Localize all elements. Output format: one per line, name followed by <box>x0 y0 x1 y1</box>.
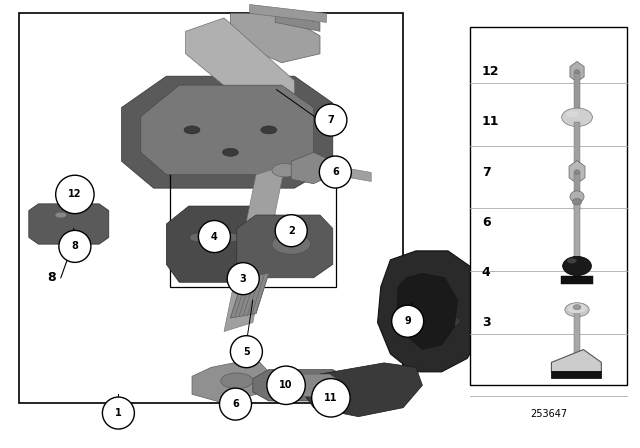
Bar <box>170 161 336 287</box>
Text: 1: 1 <box>115 408 122 418</box>
Text: 8: 8 <box>72 241 78 251</box>
Polygon shape <box>141 85 314 175</box>
Text: 6: 6 <box>482 215 490 229</box>
Ellipse shape <box>420 300 440 310</box>
Polygon shape <box>570 61 584 82</box>
Bar <box>574 313 580 361</box>
Text: 11: 11 <box>482 115 499 129</box>
Ellipse shape <box>315 104 347 136</box>
Ellipse shape <box>184 126 200 134</box>
Ellipse shape <box>562 108 593 126</box>
Bar <box>575 72 580 113</box>
Polygon shape <box>397 273 458 349</box>
Ellipse shape <box>221 373 253 389</box>
Ellipse shape <box>189 233 207 242</box>
Text: 9: 9 <box>404 316 411 326</box>
Text: 10: 10 <box>272 380 291 395</box>
Bar <box>19 13 403 403</box>
Ellipse shape <box>570 191 584 202</box>
Ellipse shape <box>102 397 134 429</box>
Ellipse shape <box>198 220 230 253</box>
Text: 6: 6 <box>332 167 339 177</box>
Ellipse shape <box>261 126 277 134</box>
Ellipse shape <box>392 305 424 337</box>
Bar <box>574 122 580 167</box>
Bar <box>574 203 580 280</box>
Text: 11: 11 <box>324 393 338 403</box>
Ellipse shape <box>223 148 238 156</box>
Text: 5: 5 <box>239 352 248 365</box>
Polygon shape <box>237 215 333 278</box>
Text: 4: 4 <box>482 266 491 279</box>
Bar <box>575 172 580 211</box>
Text: 2: 2 <box>288 226 294 236</box>
Text: 1: 1 <box>114 418 123 431</box>
Ellipse shape <box>59 230 91 263</box>
Ellipse shape <box>272 234 310 254</box>
Text: 7: 7 <box>328 115 334 125</box>
Ellipse shape <box>565 303 589 317</box>
Text: 12: 12 <box>482 65 499 78</box>
Polygon shape <box>166 206 282 282</box>
Ellipse shape <box>572 198 582 205</box>
Polygon shape <box>378 251 486 372</box>
Polygon shape <box>291 152 333 184</box>
Text: 6: 6 <box>232 399 239 409</box>
Polygon shape <box>122 76 333 188</box>
Polygon shape <box>275 13 320 31</box>
Text: 3: 3 <box>482 316 490 329</box>
Bar <box>552 370 602 379</box>
Polygon shape <box>186 18 294 112</box>
Ellipse shape <box>563 256 591 276</box>
Ellipse shape <box>567 258 577 263</box>
Text: 12: 12 <box>68 190 82 199</box>
Ellipse shape <box>220 388 252 420</box>
Ellipse shape <box>267 366 305 405</box>
Polygon shape <box>569 160 585 184</box>
Text: 4: 4 <box>211 232 218 241</box>
Text: 253647: 253647 <box>530 409 568 419</box>
Polygon shape <box>250 4 326 22</box>
Ellipse shape <box>230 336 262 368</box>
Ellipse shape <box>400 284 419 294</box>
Text: 8: 8 <box>47 271 56 284</box>
Ellipse shape <box>247 233 265 242</box>
Bar <box>470 27 627 385</box>
Polygon shape <box>230 13 320 63</box>
Ellipse shape <box>275 215 307 247</box>
Polygon shape <box>320 164 371 181</box>
Text: 3: 3 <box>240 274 246 284</box>
Ellipse shape <box>574 170 580 174</box>
Ellipse shape <box>221 233 239 242</box>
Text: 7: 7 <box>482 165 491 179</box>
Polygon shape <box>224 166 285 332</box>
Ellipse shape <box>319 156 351 188</box>
Polygon shape <box>192 358 269 403</box>
Ellipse shape <box>568 304 587 313</box>
Ellipse shape <box>566 111 579 117</box>
Polygon shape <box>552 349 602 372</box>
Ellipse shape <box>55 212 67 218</box>
Polygon shape <box>230 273 269 318</box>
Polygon shape <box>29 204 109 244</box>
Polygon shape <box>275 374 339 396</box>
Ellipse shape <box>312 379 350 417</box>
Text: 10: 10 <box>279 380 293 390</box>
Ellipse shape <box>227 263 259 295</box>
Ellipse shape <box>441 316 460 326</box>
Polygon shape <box>253 370 349 401</box>
Ellipse shape <box>573 305 581 310</box>
Polygon shape <box>301 363 422 417</box>
Ellipse shape <box>56 175 94 214</box>
Ellipse shape <box>272 164 298 177</box>
Ellipse shape <box>575 69 580 74</box>
Bar <box>561 276 593 284</box>
Text: 9: 9 <box>397 306 405 320</box>
Text: 5: 5 <box>243 347 250 357</box>
